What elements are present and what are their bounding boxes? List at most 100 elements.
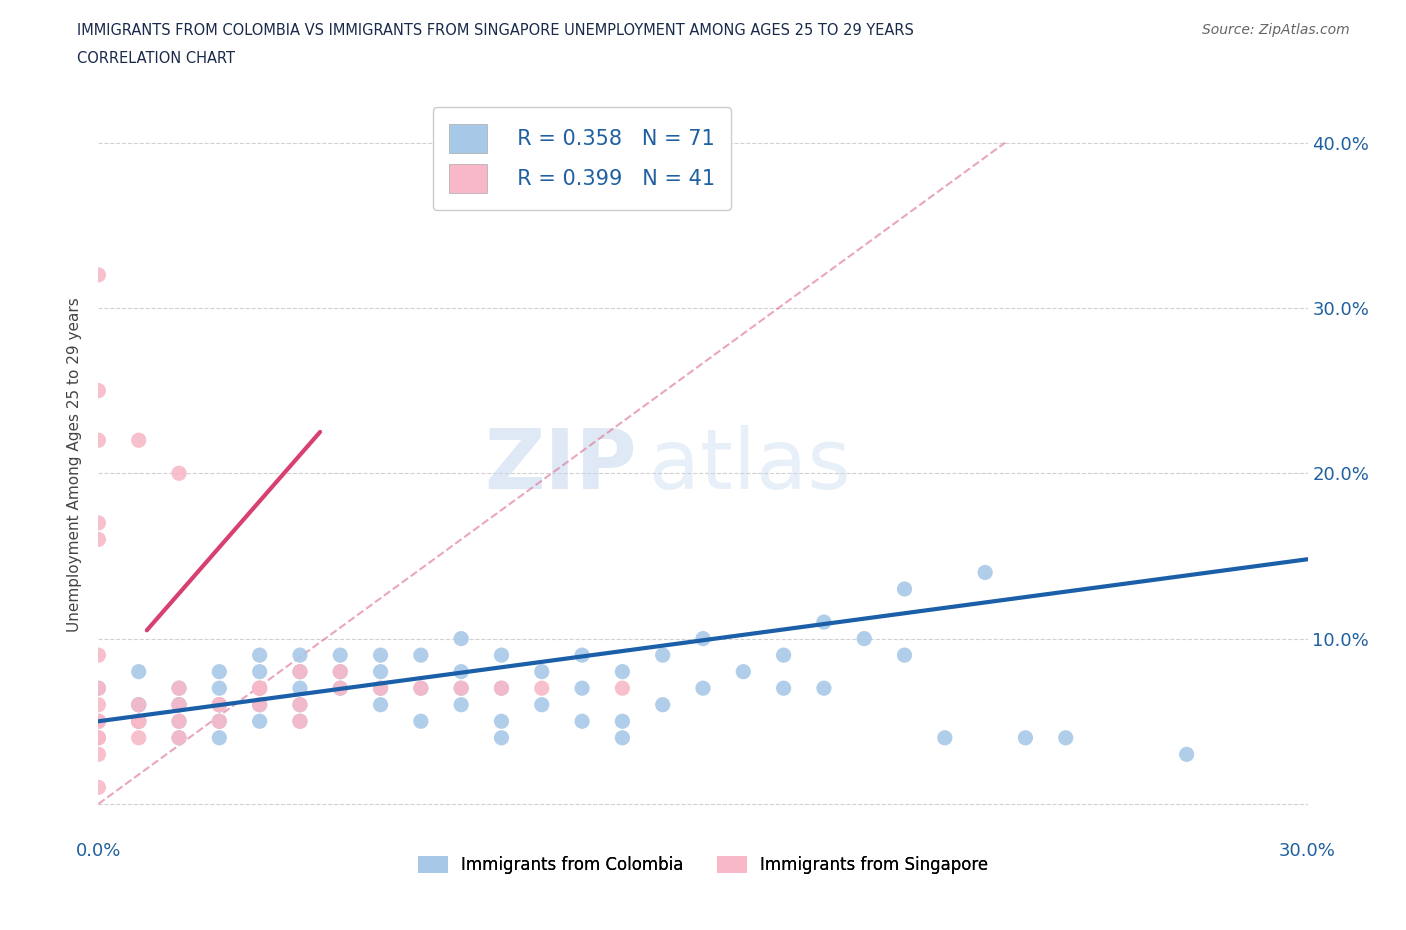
Point: [128, 698, 150, 712]
Point: [128, 432, 150, 447]
Point: [491, 714, 513, 729]
Point: [692, 681, 714, 696]
Text: IMMIGRANTS FROM COLOMBIA VS IMMIGRANTS FROM SINGAPORE UNEMPLOYMENT AMONG AGES 25: IMMIGRANTS FROM COLOMBIA VS IMMIGRANTS F…: [77, 23, 914, 38]
Point: [450, 681, 472, 696]
Point: [208, 714, 231, 729]
Point: [288, 647, 311, 662]
Point: [370, 664, 392, 679]
Point: [733, 664, 755, 679]
Point: [208, 681, 231, 696]
Point: [612, 681, 634, 696]
Point: [167, 730, 190, 745]
Point: [288, 664, 311, 679]
Point: [288, 714, 311, 729]
Point: [370, 647, 392, 662]
Point: [329, 681, 352, 696]
Point: [167, 681, 190, 696]
Point: [370, 698, 392, 712]
Point: [692, 631, 714, 646]
Point: [167, 698, 190, 712]
Point: [450, 698, 472, 712]
Point: [167, 698, 190, 712]
Point: [87, 714, 110, 729]
Point: [87, 730, 110, 745]
Point: [651, 698, 673, 712]
Text: CORRELATION CHART: CORRELATION CHART: [77, 51, 235, 66]
Point: [651, 647, 673, 662]
Point: [87, 647, 110, 662]
Point: [450, 681, 472, 696]
Point: [288, 698, 311, 712]
Point: [128, 698, 150, 712]
Point: [208, 698, 231, 712]
Point: [612, 730, 634, 745]
Text: atlas: atlas: [648, 424, 851, 506]
Point: [329, 647, 352, 662]
Point: [974, 565, 997, 580]
Point: [772, 647, 794, 662]
Point: [87, 268, 110, 283]
Point: [87, 681, 110, 696]
Point: [208, 714, 231, 729]
Point: [893, 647, 915, 662]
Point: [128, 714, 150, 729]
Point: [409, 714, 432, 729]
Point: [208, 730, 231, 745]
Point: [288, 714, 311, 729]
Text: ZIP: ZIP: [484, 424, 637, 506]
Point: [409, 647, 432, 662]
Point: [491, 647, 513, 662]
Point: [87, 515, 110, 530]
Point: [491, 681, 513, 696]
Point: [208, 698, 231, 712]
Legend: Immigrants from Colombia, Immigrants from Singapore: Immigrants from Colombia, Immigrants fro…: [411, 849, 995, 881]
Point: [571, 681, 593, 696]
Y-axis label: Unemployment Among Ages 25 to 29 years: Unemployment Among Ages 25 to 29 years: [67, 298, 83, 632]
Point: [288, 698, 311, 712]
Point: [87, 432, 110, 447]
Point: [249, 681, 271, 696]
Point: [167, 681, 190, 696]
Point: [87, 698, 110, 712]
Point: [772, 681, 794, 696]
Point: [87, 780, 110, 795]
Point: [450, 631, 472, 646]
Point: [813, 681, 835, 696]
Point: [813, 615, 835, 630]
Point: [1014, 730, 1036, 745]
Point: [128, 714, 150, 729]
Point: [87, 532, 110, 547]
Point: [530, 698, 553, 712]
Point: [87, 714, 110, 729]
Point: [612, 714, 634, 729]
Point: [87, 747, 110, 762]
Point: [87, 714, 110, 729]
Point: [128, 664, 150, 679]
Point: [167, 466, 190, 481]
Point: [1175, 747, 1198, 762]
Point: [128, 730, 150, 745]
Point: [409, 681, 432, 696]
Point: [571, 647, 593, 662]
Point: [249, 698, 271, 712]
Point: [612, 664, 634, 679]
Point: [128, 714, 150, 729]
Text: Source: ZipAtlas.com: Source: ZipAtlas.com: [1202, 23, 1350, 37]
Point: [249, 664, 271, 679]
Point: [167, 698, 190, 712]
Point: [288, 664, 311, 679]
Point: [87, 681, 110, 696]
Point: [87, 383, 110, 398]
Point: [370, 681, 392, 696]
Point: [249, 681, 271, 696]
Point: [893, 581, 915, 596]
Point: [128, 698, 150, 712]
Point: [409, 681, 432, 696]
Point: [450, 664, 472, 679]
Point: [370, 681, 392, 696]
Point: [491, 681, 513, 696]
Point: [249, 698, 271, 712]
Point: [329, 681, 352, 696]
Point: [934, 730, 956, 745]
Point: [571, 714, 593, 729]
